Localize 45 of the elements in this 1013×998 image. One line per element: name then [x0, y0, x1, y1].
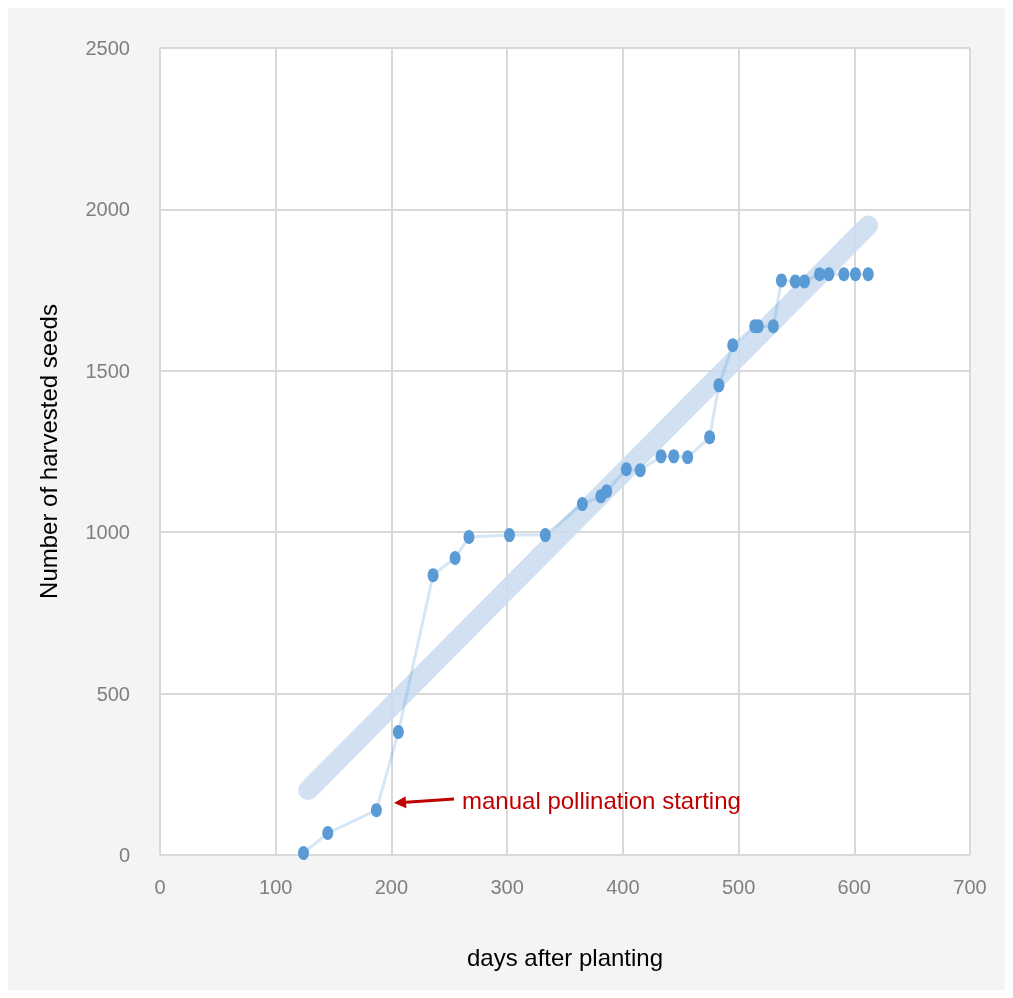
point [814, 267, 826, 282]
x-axis-title: days after planting [466, 943, 664, 971]
point [298, 846, 309, 861]
point [576, 497, 588, 512]
point [775, 273, 787, 288]
y-tick-label: 2000 [85, 198, 130, 221]
x-tick-label: 700 [953, 876, 987, 898]
point [823, 267, 835, 282]
point [449, 551, 461, 566]
point [668, 449, 680, 464]
y-tick-label: 2500 [85, 37, 130, 59]
point [862, 267, 874, 282]
point [789, 274, 801, 289]
x-tick-label: 300 [490, 876, 524, 898]
point [463, 530, 475, 545]
point [727, 338, 739, 353]
point [767, 319, 779, 334]
y-axis-title: Number of harvested seeds [34, 304, 62, 599]
point [799, 274, 811, 289]
point [682, 450, 694, 465]
y-tick-label: 1000 [85, 521, 130, 544]
annotation: manual pollination starting [462, 786, 741, 814]
point [704, 430, 716, 445]
point [634, 463, 646, 478]
point [655, 449, 667, 464]
point [370, 803, 382, 818]
y-tick-label: 0 [118, 844, 130, 866]
x-tick-label: 0 [154, 876, 166, 898]
y-tick-label: 500 [96, 682, 130, 705]
x-tick-label: 200 [374, 876, 409, 898]
point [539, 528, 551, 543]
x-tick-label: 400 [606, 876, 640, 898]
x-tick-label: 500 [721, 876, 756, 898]
point [503, 528, 515, 543]
point [601, 484, 613, 499]
x-tick-label: 100 [259, 876, 293, 898]
point [392, 725, 404, 740]
x-tick-label: 600 [837, 876, 871, 898]
point [620, 462, 632, 477]
y-tick-label: 1500 [85, 359, 130, 382]
point [713, 378, 725, 393]
point [427, 568, 439, 583]
point [322, 826, 334, 841]
point [838, 267, 850, 282]
point [849, 267, 861, 282]
